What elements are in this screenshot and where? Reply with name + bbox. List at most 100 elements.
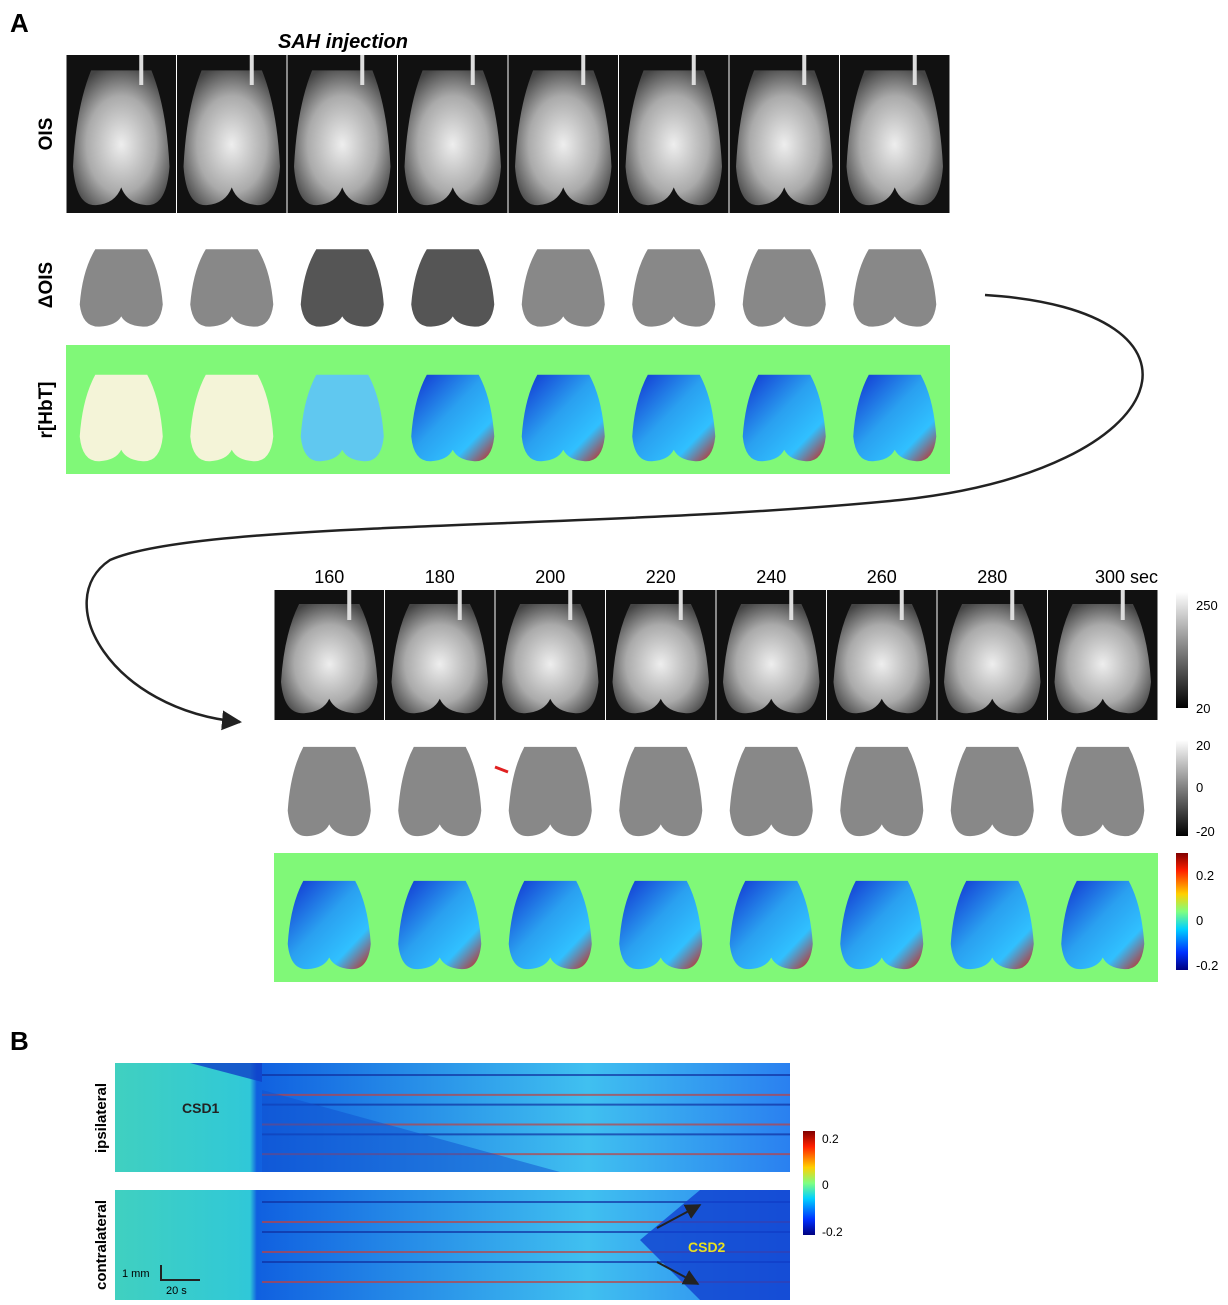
hbt-frame — [398, 881, 481, 969]
hbt-frame — [951, 881, 1034, 969]
brain — [632, 375, 715, 461]
hbt-frame — [301, 375, 384, 461]
dois-frame — [522, 249, 605, 326]
ois-frame — [67, 55, 177, 213]
brain — [288, 881, 371, 969]
colorbar-tick: -0.2 — [1196, 958, 1218, 973]
brain — [840, 747, 923, 836]
brain — [1061, 747, 1144, 836]
dois-frame — [301, 249, 384, 326]
dois-frame — [288, 747, 371, 836]
brain — [73, 70, 169, 205]
ois-frame — [619, 55, 729, 213]
ois-frame — [398, 55, 508, 213]
brain — [522, 375, 605, 461]
dois-frame — [411, 249, 494, 326]
brain — [619, 747, 702, 836]
dois-frame — [853, 249, 936, 326]
colorbar-tick: 0 — [1196, 913, 1203, 928]
hbt-frame — [730, 881, 813, 969]
brain — [736, 70, 832, 205]
time-label: 280 — [977, 567, 1007, 587]
dois-frame — [743, 249, 826, 326]
scale-label: 20 s — [166, 1285, 187, 1297]
brain — [853, 249, 936, 326]
row-label: r[HbT] — [36, 382, 57, 439]
brain — [281, 604, 377, 713]
dois-frame — [632, 249, 715, 326]
brain — [723, 604, 819, 713]
ois-frame — [827, 590, 937, 720]
row-label: OIS — [36, 118, 57, 151]
brain — [1055, 604, 1151, 713]
brain — [80, 249, 163, 326]
colorbar-tick: 0 — [822, 1178, 829, 1192]
brain — [411, 249, 494, 326]
row-label: ΔOIS — [36, 262, 57, 308]
hbt-frame — [632, 375, 715, 461]
brain — [1061, 881, 1144, 969]
panel-title: SAH injection — [278, 31, 408, 53]
panel-label: B — [10, 1026, 29, 1056]
brain — [301, 249, 384, 326]
ois-frame — [275, 590, 385, 720]
red-arrow — [495, 767, 508, 772]
brain — [743, 375, 826, 461]
brain — [509, 747, 592, 836]
hbt-frame — [619, 881, 702, 969]
hbt-frame — [411, 375, 494, 461]
brain — [619, 881, 702, 969]
brain — [847, 70, 943, 205]
hbt-frame — [509, 881, 592, 969]
brain — [184, 70, 280, 205]
dois-frame — [190, 249, 273, 326]
brain — [840, 881, 923, 969]
dois-frame — [840, 747, 923, 836]
brain — [398, 747, 481, 836]
colorbar-tick: 20 — [1196, 738, 1210, 753]
time-label: 300 sec — [1095, 567, 1158, 587]
brain — [626, 70, 722, 205]
brain — [80, 375, 163, 461]
figure: A SAH injection OIS ΔOIS r[HbT] 02040608… — [0, 0, 1228, 1300]
ois-frame — [938, 590, 1048, 720]
time-label: 260 — [867, 567, 897, 587]
time-label: 220 — [646, 567, 676, 587]
brain — [730, 881, 813, 969]
colorbar-tick: 0 — [1196, 780, 1203, 795]
ois-frame — [840, 55, 950, 213]
event-label: CSD2 — [688, 1239, 726, 1255]
ois-frame — [496, 590, 606, 720]
ois-frame — [288, 55, 398, 213]
brain — [853, 375, 936, 461]
scale-label: 1 mm — [122, 1268, 150, 1280]
brain — [834, 604, 930, 713]
panel-label: A — [10, 8, 29, 38]
dois-frame — [730, 747, 813, 836]
row-label: ipsilateral — [93, 1083, 110, 1153]
brain — [951, 747, 1034, 836]
ois-frame — [717, 590, 827, 720]
hbt-frame — [80, 375, 163, 461]
dois-frame — [398, 747, 481, 836]
dois-frame — [619, 747, 702, 836]
brain — [288, 747, 371, 836]
brain — [392, 604, 488, 713]
brain — [398, 881, 481, 969]
brain — [294, 70, 390, 205]
colorbar-tick: 20 — [1196, 701, 1210, 716]
brain — [405, 70, 501, 205]
ois-frame — [1048, 590, 1158, 720]
hbt-frame — [522, 375, 605, 461]
hbt-frame — [190, 375, 273, 461]
colorbar-tick: 0.2 — [1196, 868, 1214, 883]
colorbar-tick: -20 — [1196, 824, 1215, 839]
colorbar — [1176, 740, 1188, 836]
hbt-frame — [743, 375, 826, 461]
brain — [411, 375, 494, 461]
ois-frame — [730, 55, 840, 213]
colorbar-tick: -0.2 — [822, 1225, 843, 1239]
ois-frame — [385, 590, 495, 720]
brain — [613, 604, 709, 713]
ois-frame — [177, 55, 287, 213]
